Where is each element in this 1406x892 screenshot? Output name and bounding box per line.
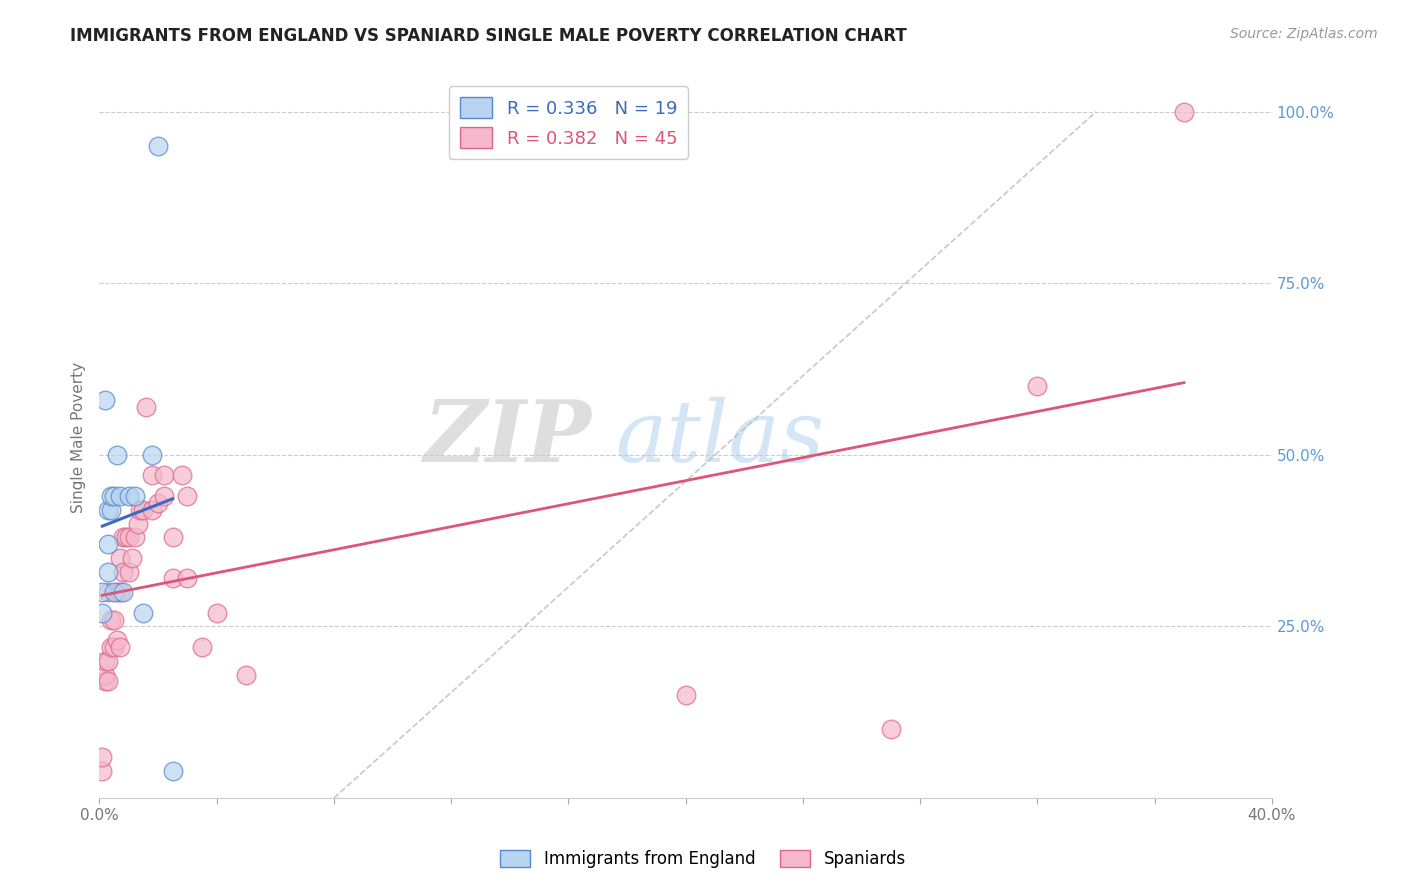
Text: Source: ZipAtlas.com: Source: ZipAtlas.com bbox=[1230, 27, 1378, 41]
Point bbox=[127, 516, 149, 531]
Point bbox=[111, 585, 134, 599]
Text: ZIP: ZIP bbox=[425, 396, 592, 480]
Text: IMMIGRANTS FROM ENGLAND VS SPANIARD SINGLE MALE POVERTY CORRELATION CHART: IMMIGRANTS FROM ENGLAND VS SPANIARD SING… bbox=[70, 27, 907, 45]
Point bbox=[91, 585, 114, 599]
Point bbox=[1173, 104, 1195, 119]
Point bbox=[121, 550, 143, 565]
Point bbox=[141, 468, 163, 483]
Point bbox=[94, 392, 117, 407]
Point bbox=[97, 503, 120, 517]
Point bbox=[191, 640, 214, 654]
Point bbox=[176, 489, 198, 503]
Point bbox=[205, 606, 228, 620]
Point bbox=[94, 654, 117, 668]
Point bbox=[91, 764, 114, 778]
Point bbox=[97, 565, 120, 579]
Point bbox=[100, 489, 122, 503]
Y-axis label: Single Male Poverty: Single Male Poverty bbox=[72, 362, 86, 513]
Point bbox=[94, 667, 117, 681]
Point bbox=[97, 537, 120, 551]
Point bbox=[132, 606, 155, 620]
Point bbox=[103, 489, 125, 503]
Point bbox=[91, 606, 114, 620]
Point bbox=[880, 723, 903, 737]
Point bbox=[94, 674, 117, 689]
Point bbox=[141, 448, 163, 462]
Point bbox=[111, 565, 134, 579]
Point bbox=[146, 139, 169, 153]
Point bbox=[124, 530, 146, 544]
Point bbox=[100, 640, 122, 654]
Point bbox=[108, 585, 131, 599]
Point bbox=[235, 667, 257, 681]
Point bbox=[129, 503, 152, 517]
Point bbox=[162, 571, 184, 585]
Point bbox=[100, 613, 122, 627]
Point bbox=[146, 496, 169, 510]
Point bbox=[105, 585, 128, 599]
Point bbox=[124, 489, 146, 503]
Point bbox=[162, 530, 184, 544]
Point bbox=[141, 503, 163, 517]
Point bbox=[176, 571, 198, 585]
Point bbox=[97, 674, 120, 689]
Point bbox=[132, 503, 155, 517]
Point bbox=[103, 640, 125, 654]
Point bbox=[153, 489, 176, 503]
Point bbox=[108, 640, 131, 654]
Point bbox=[675, 688, 697, 702]
Point bbox=[170, 468, 193, 483]
Point bbox=[114, 530, 136, 544]
Point bbox=[118, 530, 141, 544]
Point bbox=[108, 550, 131, 565]
Point bbox=[135, 400, 157, 414]
Point bbox=[97, 654, 120, 668]
Point bbox=[162, 764, 184, 778]
Point bbox=[105, 448, 128, 462]
Point bbox=[118, 565, 141, 579]
Point bbox=[91, 750, 114, 764]
Legend: Immigrants from England, Spaniards: Immigrants from England, Spaniards bbox=[494, 843, 912, 875]
Point bbox=[97, 585, 120, 599]
Point bbox=[118, 489, 141, 503]
Point bbox=[153, 468, 176, 483]
Point bbox=[105, 633, 128, 648]
Text: atlas: atlas bbox=[616, 396, 824, 479]
Point bbox=[1026, 379, 1049, 393]
Point bbox=[111, 530, 134, 544]
Point bbox=[103, 613, 125, 627]
Legend: R = 0.336   N = 19, R = 0.382   N = 45: R = 0.336 N = 19, R = 0.382 N = 45 bbox=[449, 87, 688, 159]
Point bbox=[108, 489, 131, 503]
Point bbox=[100, 503, 122, 517]
Point bbox=[103, 585, 125, 599]
